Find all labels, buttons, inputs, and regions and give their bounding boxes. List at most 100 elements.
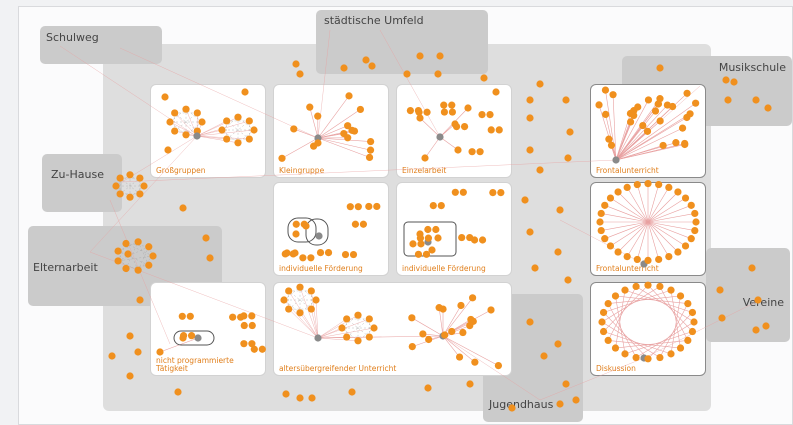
network-node [122,264,130,273]
network-edge [442,297,473,337]
network-node [223,117,231,125]
network-node [674,248,682,256]
network-node [601,86,610,94]
network-edge [647,221,679,253]
network-node [422,250,431,258]
network-node [436,52,444,60]
network-edge [647,187,670,223]
network-node [299,254,307,262]
network-node [614,248,622,256]
network-node [451,188,459,196]
network-node [338,324,346,332]
hub-node [612,156,620,164]
network-edge [607,303,637,358]
network-node [282,390,290,398]
network-node [526,146,534,154]
network-edge [604,221,649,239]
network-node [291,249,299,257]
network-node [419,330,427,338]
network-edge [196,135,239,143]
network-edge [624,331,693,355]
network-node [156,348,164,356]
network-node [466,380,474,388]
network-node [681,194,690,202]
network-node [478,110,486,119]
network-node [644,180,652,188]
network-node [424,225,432,234]
group-frame [403,221,457,257]
network-node [470,236,479,244]
network-edge [647,312,693,360]
network-node [285,305,293,313]
network-node [676,344,685,352]
network-node [136,296,144,304]
network-edge [196,129,255,137]
network-node [349,250,358,259]
network-node [234,139,242,147]
network-node [656,117,664,125]
network-node [722,76,730,84]
network-node [526,96,534,104]
network-node [367,137,375,146]
network-edge [615,295,688,304]
network-edge [137,246,149,271]
network-node [494,361,503,370]
network-node [754,296,762,304]
network-node [166,118,174,126]
network-node [114,247,122,255]
network-node [341,250,350,259]
network-node [497,188,505,197]
network-node [495,126,503,134]
network-node [440,101,448,109]
network-node [605,135,613,143]
network-node [644,281,652,289]
network-node [556,400,564,408]
network-edge [643,299,761,359]
network-edge [659,303,689,358]
network-node [248,340,256,348]
network-edge [317,95,350,139]
network-node [526,228,534,236]
network-edge [615,144,685,161]
network-edge [647,221,686,247]
network-edge [317,29,331,139]
network-edge [647,221,659,260]
network-node [448,101,456,109]
network-node [365,315,373,323]
network-node [366,146,375,154]
network-edge [299,312,319,339]
network-node [178,312,186,320]
network-edge [615,127,683,161]
network-edge [442,335,541,401]
network-node [556,206,564,214]
network-edge [226,120,250,140]
network-node [656,282,664,291]
group-frame [173,330,215,346]
network-edge [647,221,670,257]
hub-node [315,232,323,240]
network-node [487,126,495,134]
network-node [601,201,609,209]
network-edge [647,191,679,223]
network-node [122,239,130,248]
network-node [598,318,606,326]
network-edge [317,109,361,139]
network-node [633,255,641,264]
network-node [602,110,610,119]
network-node [730,78,738,86]
network-edge [610,221,649,247]
network-node [471,358,479,366]
network-edge [624,289,693,313]
network-node [566,128,574,136]
network-node [351,220,360,228]
network-node [316,248,325,257]
network-nodes [108,52,772,412]
network-edge [379,29,441,138]
network-edge [438,307,444,337]
network-node [108,352,116,360]
network-node [346,203,354,211]
network-group-frames [173,217,457,346]
network-node [672,139,680,147]
network-node [468,294,477,302]
network-edge [118,255,154,262]
